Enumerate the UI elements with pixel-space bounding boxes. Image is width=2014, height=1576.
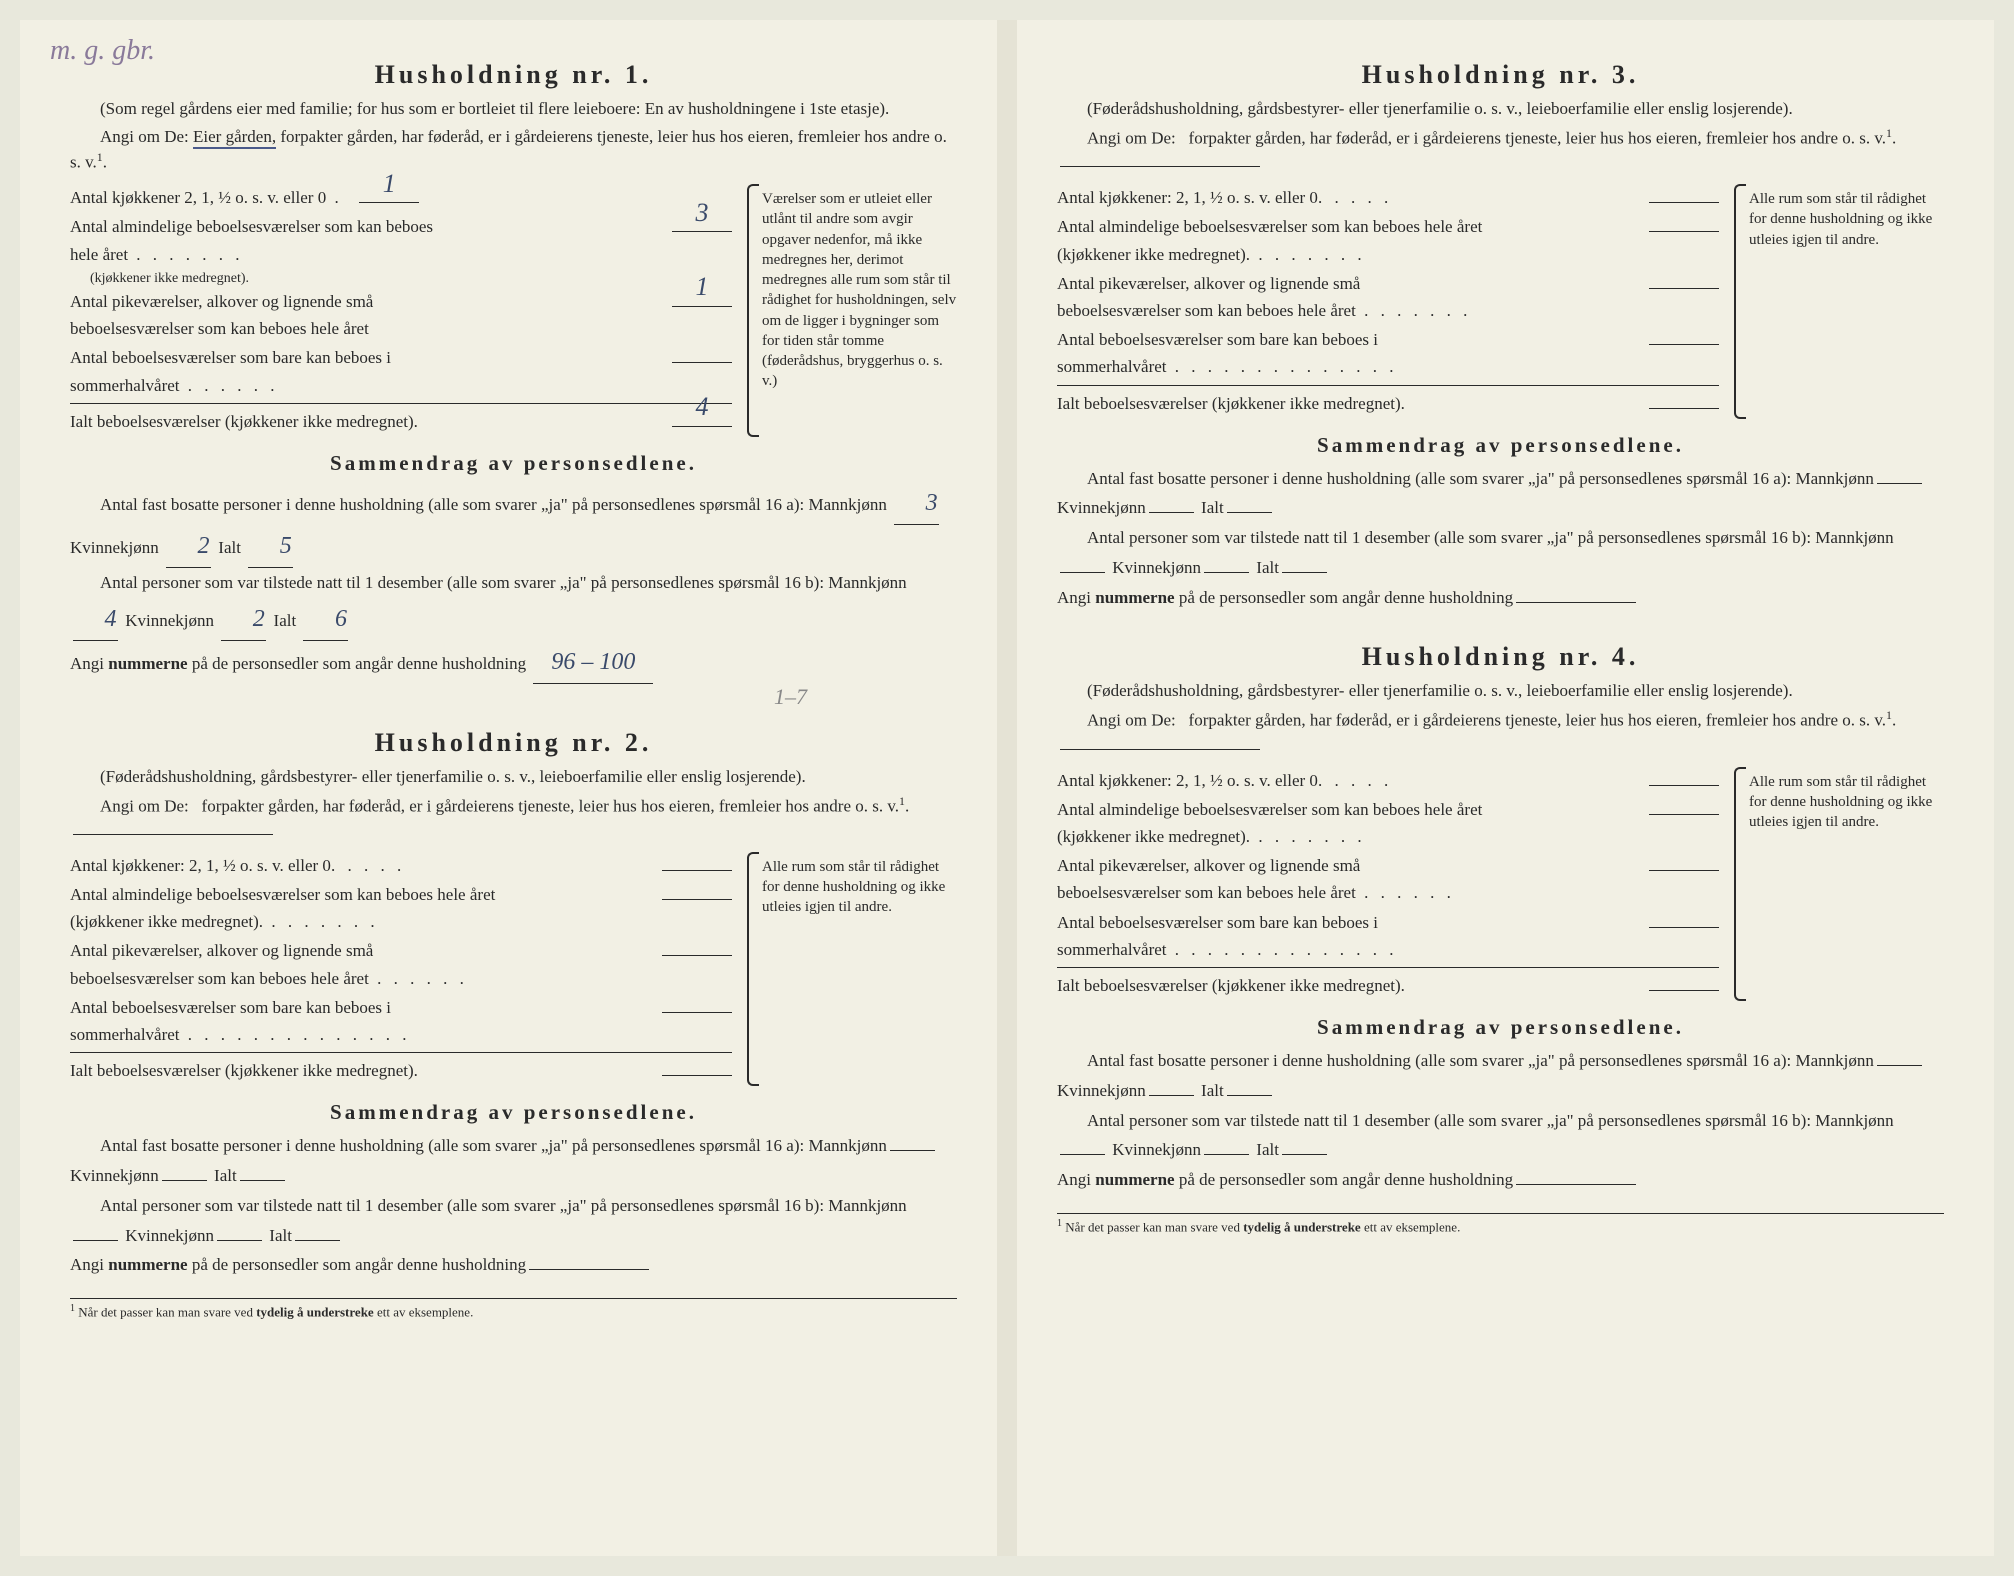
footnote-left: 1 Når det passer kan man svare ved tydel…	[70, 1298, 957, 1320]
present-persons-line: Antal personer som var tilstede natt til…	[70, 1191, 957, 1251]
numbers-line: Angi nummerne på de personsedler som ang…	[1057, 583, 1944, 613]
summer-field: Antal beboelsesværelser som bare kan beb…	[1057, 326, 1719, 380]
small-rooms-field: Antal pikeværelser, alkover og lignende …	[1057, 270, 1719, 324]
perm-residents-line: Antal fast bosatte personer i denne hush…	[70, 482, 957, 568]
small-rooms-field: Antal pikeværelser, alkover og lignende …	[1057, 852, 1719, 906]
summer-field: Antal beboelsesværelser som bare kan beb…	[70, 344, 732, 398]
household-3: Husholdning nr. 3. (Føderådshusholdning,…	[1057, 60, 1944, 612]
household-4-side-note: Alle rum som står til rådighet for denne…	[1734, 767, 1944, 1002]
household-3-side-note: Alle rum som står til rådighet for denne…	[1734, 184, 1944, 419]
numbers-line: Angi nummerne på de personsedler som ang…	[70, 641, 957, 684]
household-2-summary-title: Sammendrag av personsedlene.	[70, 1100, 957, 1125]
footnote-right: 1 Når det passer kan man svare ved tydel…	[1057, 1213, 1944, 1235]
household-2-title: Husholdning nr. 2.	[70, 728, 957, 758]
small-rooms-field: Antal pikeværelser, alkover og lignende …	[70, 288, 732, 342]
ialt-field: Ialt beboelsesværelser (kjøkkener ikke m…	[70, 1052, 732, 1084]
summer-field: Antal beboelsesværelser som bare kan beb…	[1057, 909, 1719, 963]
rooms-year-field: Antal almindelige beboelsesværelser som …	[1057, 796, 1719, 850]
household-1-fields: Antal kjøkkener 2, 1, ½ o. s. v. eller 0…	[70, 184, 957, 437]
household-1-instruction: Angi om De: Eier gården, forpakter gårde…	[70, 125, 957, 174]
household-3-instruction: Angi om De: forpakter gården, har føderå…	[1057, 125, 1944, 174]
household-1-summary-title: Sammendrag av personsedlene.	[70, 451, 957, 476]
rooms-year-field: Antal almindelige beboelsesværelser som …	[70, 881, 732, 935]
kitchen-field: Antal kjøkkener: 2, 1, ½ o. s. v. eller …	[70, 852, 732, 879]
household-1-side-note: Værelser som er utleiet eller utlånt til…	[747, 184, 957, 437]
rooms-year-sub: (kjøkkener ikke medregnet).	[90, 270, 732, 288]
household-3-intro: (Føderådshusholdning, gårdsbestyrer- ell…	[1057, 98, 1944, 121]
census-document: m. g. gbr. Husholdning nr. 1. (Som regel…	[20, 20, 1994, 1556]
household-2-fields: Antal kjøkkener: 2, 1, ½ o. s. v. eller …	[70, 852, 957, 1087]
pencil-annotation: 1–7	[70, 684, 957, 710]
kitchen-field: Antal kjøkkener: 2, 1, ½ o. s. v. eller …	[1057, 184, 1719, 211]
summer-field: Antal beboelsesværelser som bare kan beb…	[70, 994, 732, 1048]
rooms-year-field: Antal almindelige beboelsesværelser som …	[1057, 213, 1719, 267]
household-2-side-note: Alle rum som står til rådighet for denne…	[747, 852, 957, 1087]
left-page: m. g. gbr. Husholdning nr. 1. (Som regel…	[20, 20, 1007, 1556]
ialt-field: Ialt beboelsesværelser (kjøkkener ikke m…	[1057, 967, 1719, 999]
household-2: Husholdning nr. 2. (Føderådshusholdning,…	[70, 728, 957, 1280]
numbers-line: Angi nummerne på de personsedler som ang…	[1057, 1165, 1944, 1195]
household-4-title: Husholdning nr. 4.	[1057, 642, 1944, 672]
rooms-year-field: Antal almindelige beboelsesværelser som …	[70, 213, 732, 267]
household-1: Husholdning nr. 1. (Som regel gårdens ei…	[70, 60, 957, 710]
household-3-fields: Antal kjøkkener: 2, 1, ½ o. s. v. eller …	[1057, 184, 1944, 419]
kitchen-field: Antal kjøkkener: 2, 1, ½ o. s. v. eller …	[1057, 767, 1719, 794]
perm-residents-line: Antal fast bosatte personer i denne hush…	[1057, 1046, 1944, 1106]
present-persons-line: Antal personer som var tilstede natt til…	[70, 568, 957, 641]
household-1-title: Husholdning nr. 1.	[70, 60, 957, 90]
household-4-summary-title: Sammendrag av personsedlene.	[1057, 1015, 1944, 1040]
ialt-field: Ialt beboelsesværelser (kjøkkener ikke m…	[70, 403, 732, 435]
household-4-intro: (Føderådshusholdning, gårdsbestyrer- ell…	[1057, 680, 1944, 703]
small-rooms-field: Antal pikeværelser, alkover og lignende …	[70, 937, 732, 991]
household-1-intro: (Som regel gårdens eier med familie; for…	[70, 98, 957, 121]
right-page: Husholdning nr. 3. (Føderådshusholdning,…	[1007, 20, 1994, 1556]
ialt-field: Ialt beboelsesværelser (kjøkkener ikke m…	[1057, 385, 1719, 417]
household-4: Husholdning nr. 4. (Føderådshusholdning,…	[1057, 642, 1944, 1194]
household-4-fields: Antal kjøkkener: 2, 1, ½ o. s. v. eller …	[1057, 767, 1944, 1002]
perm-residents-line: Antal fast bosatte personer i denne hush…	[70, 1131, 957, 1191]
household-2-instruction: Angi om De: forpakter gården, har føderå…	[70, 793, 957, 842]
present-persons-line: Antal personer som var tilstede natt til…	[1057, 523, 1944, 583]
household-2-intro: (Føderådshusholdning, gårdsbestyrer- ell…	[70, 766, 957, 789]
perm-residents-line: Antal fast bosatte personer i denne hush…	[1057, 464, 1944, 524]
numbers-line: Angi nummerne på de personsedler som ang…	[70, 1250, 957, 1280]
household-3-title: Husholdning nr. 3.	[1057, 60, 1944, 90]
kitchen-field: Antal kjøkkener 2, 1, ½ o. s. v. eller 0…	[70, 184, 732, 211]
household-4-instruction: Angi om De: forpakter gården, har føderå…	[1057, 707, 1944, 756]
present-persons-line: Antal personer som var tilstede natt til…	[1057, 1106, 1944, 1166]
handwriting-annotation: m. g. gbr.	[50, 35, 155, 67]
household-3-summary-title: Sammendrag av personsedlene.	[1057, 433, 1944, 458]
